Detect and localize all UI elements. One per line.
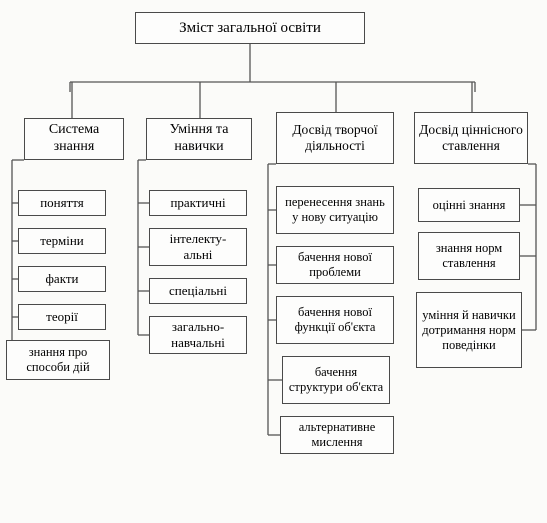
branch-0-child-2: факти: [18, 266, 106, 292]
branch-0-child-3: теорії: [18, 304, 106, 330]
branch-0-child-0: поняття: [18, 190, 106, 216]
branch-3-child-0: оцінні знання: [418, 188, 520, 222]
branch-head-1: Уміння та навички: [146, 118, 252, 160]
branch-2-child-0: перенесення знань у нову ситуацію: [276, 186, 394, 234]
branch-head-0: Система знання: [24, 118, 124, 160]
branch-2-child-1: бачення нової проблеми: [276, 246, 394, 284]
branch-1-child-2: спеціальні: [149, 278, 247, 304]
branch-2-child-2: бачення нової функції об'єкта: [276, 296, 394, 344]
branch-head-2: Досвід творчої діяльності: [276, 112, 394, 164]
branch-1-child-0: практичні: [149, 190, 247, 216]
branch-3-child-2: уміння й навички дотримання норм поведін…: [416, 292, 522, 368]
branch-1-child-1: інтелекту- альні: [149, 228, 247, 266]
branch-1-child-3: загально- навчальні: [149, 316, 247, 354]
branch-0-child-1: терміни: [18, 228, 106, 254]
branch-head-3: Досвід ціннісного ставлення: [414, 112, 528, 164]
branch-2-child-3: бачення структури об'єкта: [282, 356, 390, 404]
branch-2-child-4: альтернативне мислення: [280, 416, 394, 454]
root-node: Зміст загальної освіти: [135, 12, 365, 44]
branch-3-child-1: знання норм ставлення: [418, 232, 520, 280]
diagram-canvas: Зміст загальної освіти Система знання поня…: [0, 0, 547, 523]
branch-0-child-4: знання про способи дій: [6, 340, 110, 380]
